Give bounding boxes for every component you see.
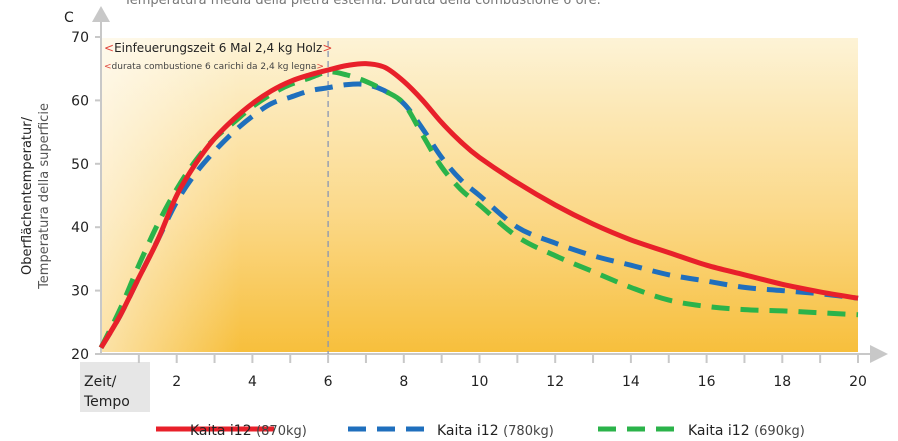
x-tick-label-14: 14 <box>622 374 640 390</box>
annotation-line-2: <durata combustione 6 carichi da 2,4 kg … <box>104 62 324 72</box>
x-tick-label-20: 20 <box>849 374 867 390</box>
annotation-bracket-close-2: > <box>316 62 324 72</box>
axes <box>92 6 888 363</box>
x-ticks: 2 4 6 8 10 12 14 16 18 20 <box>137 354 867 390</box>
chart-subtitle: Temperatura media della pietra esterna. … <box>123 0 601 8</box>
x-axis-title-it: Tempo <box>83 394 130 410</box>
y-tick-label-70: 70 <box>71 30 89 46</box>
legend-weight-870: (870kg) <box>256 424 307 439</box>
annotation-bracket-open-2: < <box>104 62 112 72</box>
x-tick-label-10: 10 <box>471 374 489 390</box>
series-lines <box>98 61 859 349</box>
y-tick-label-40: 40 <box>71 220 89 236</box>
legend-name-780: Kaita i12 <box>437 423 499 439</box>
y-axis-title-it: Temperatura della superficie <box>37 103 52 290</box>
legend-weight-690: (690kg) <box>754 424 805 439</box>
y-tick-label-30: 30 <box>71 284 89 300</box>
legend-weight-780: (780kg) <box>503 424 554 439</box>
x-tick-label-18: 18 <box>773 374 791 390</box>
x-tick-label-6: 6 <box>324 374 333 390</box>
x-tick-label-12: 12 <box>546 374 564 390</box>
legend-label-780: Kaita i12 (780kg) <box>437 423 554 439</box>
annotation-line-1: <Einfeuerungszeit 6 Mal 2,4 kg Holz> <box>104 41 332 55</box>
x-tick-label-16: 16 <box>698 374 716 390</box>
y-tick-label-20: 20 <box>71 347 89 363</box>
x-axis-title-de: Zeit/ <box>84 374 117 390</box>
series-line-870 <box>98 61 859 349</box>
series-line-780 <box>98 81 859 349</box>
annotation-bracket-close: > <box>322 41 332 55</box>
x-tick-label-2: 2 <box>172 374 181 390</box>
x-axis-arrow-icon <box>870 345 888 363</box>
x-axis-title-box <box>80 362 150 412</box>
legend-name-870: Kaita i12 <box>190 423 252 439</box>
plot-background-fade <box>101 38 241 352</box>
legend-label-870: Kaita i12 (870kg) <box>190 423 307 439</box>
annotation-text-de: Einfeuerungszeit 6 Mal 2,4 kg Holz <box>114 41 322 55</box>
y-unit-label: C <box>64 10 74 26</box>
x-tick-label-8: 8 <box>399 374 408 390</box>
x-tick-label-4: 4 <box>248 374 257 390</box>
annotation-text-it: durata combustione 6 carichi da 2,4 kg l… <box>112 62 317 72</box>
y-axis-arrow-icon <box>92 6 110 22</box>
y-tick-label-50: 50 <box>71 157 89 173</box>
annotation-bracket-open: < <box>104 41 114 55</box>
legend: Kaita i12 (870kg) Kaita i12 (780kg) Kait… <box>156 423 805 439</box>
legend-label-690: Kaita i12 (690kg) <box>688 423 805 439</box>
y-ticks: 20 30 40 50 60 70 <box>71 30 101 363</box>
y-axis-title-de: Oberflächentemperatur/ <box>20 116 35 275</box>
y-tick-label-60: 60 <box>71 93 89 109</box>
legend-name-690: Kaita i12 <box>688 423 750 439</box>
